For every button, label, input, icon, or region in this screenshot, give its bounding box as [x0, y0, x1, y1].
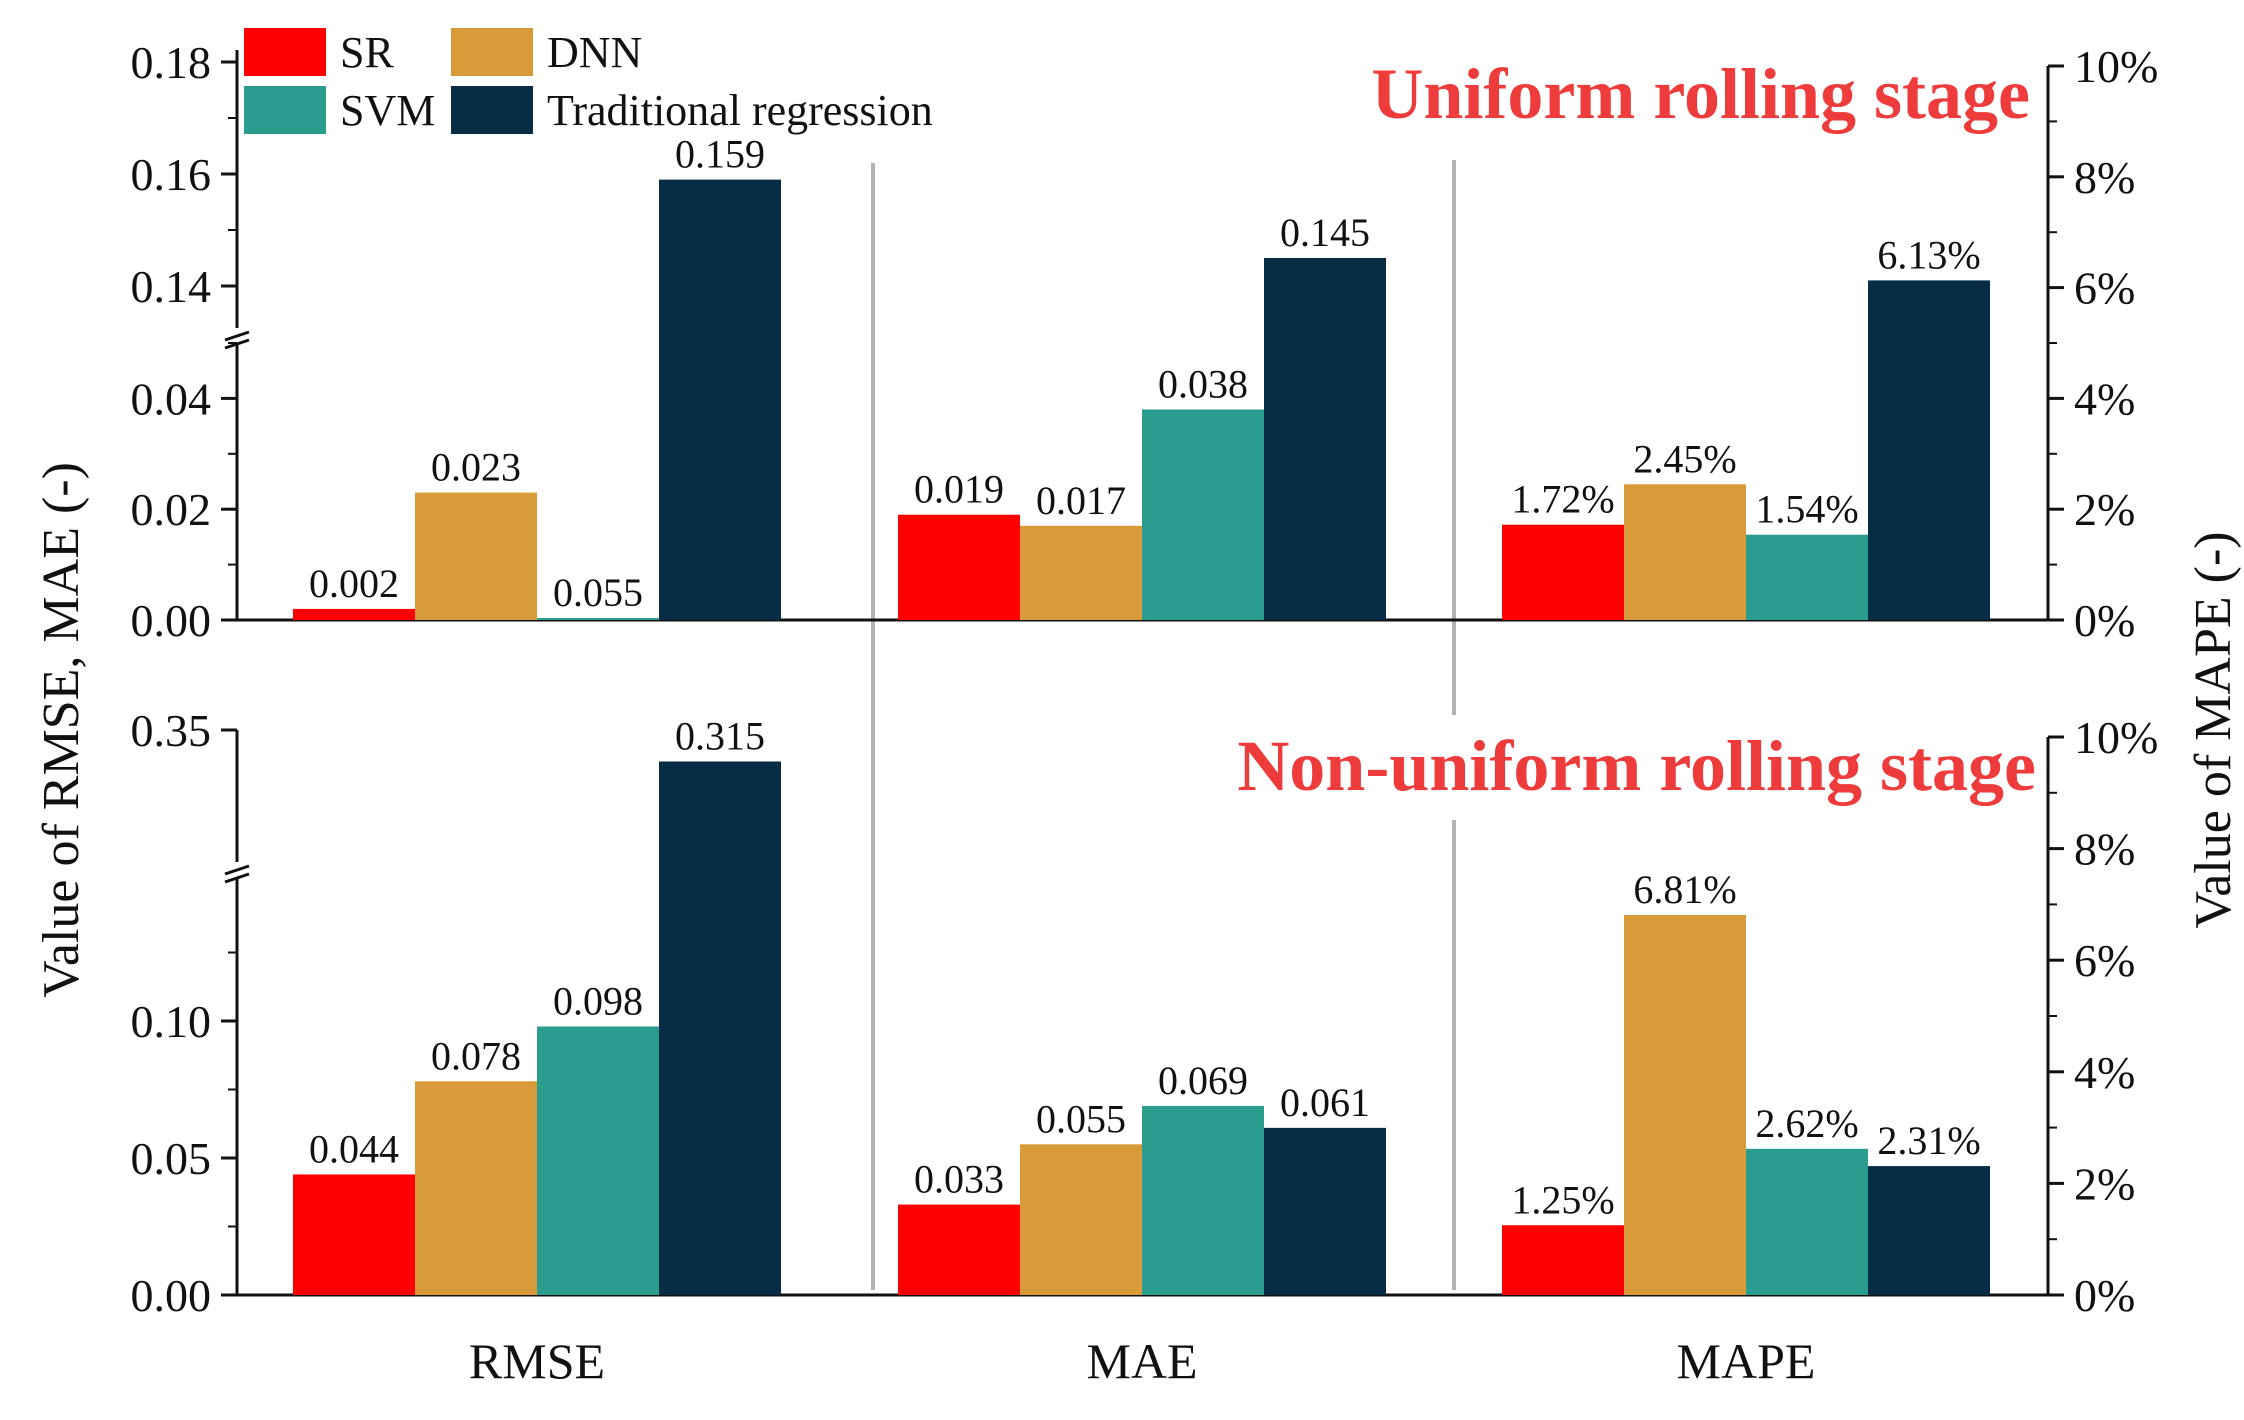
bottom-bar-rmse-0 — [293, 1174, 415, 1295]
legend-swatch-2 — [244, 86, 326, 134]
bottom-bar-rmse-3 — [659, 761, 781, 1295]
top-data-label: 0.002 — [309, 561, 399, 606]
bottom-axis-break-mark — [224, 864, 250, 884]
top-data-label: 0.145 — [1280, 210, 1370, 255]
x-category-label: MAPE — [1677, 1333, 1816, 1389]
top-left-tick-label: 0.02 — [131, 484, 212, 535]
bottom-right-tick-label: 4% — [2074, 1047, 2135, 1098]
bottom-data-label: 0.055 — [1036, 1096, 1126, 1141]
bottom-bar-mape-2 — [1746, 1148, 1868, 1295]
bottom-bar-mape-0 — [1502, 1225, 1624, 1295]
top-right-tick-label: 0% — [2074, 595, 2135, 646]
top-data-label: 0.017 — [1036, 478, 1126, 523]
bottom-bar-mae-2 — [1142, 1105, 1264, 1295]
bottom-data-label: 0.069 — [1158, 1058, 1248, 1103]
top-bar-rmse-3 — [659, 179, 781, 620]
top-left-tick-label: 0.04 — [131, 373, 212, 424]
bottom-bar-mae-0 — [898, 1204, 1020, 1295]
bottom-right-tick-label: 10% — [2074, 712, 2158, 763]
legend-label-3: Traditional regression — [547, 86, 933, 135]
top-bar-rmse-1 — [415, 492, 537, 620]
top-right-tick-label: 2% — [2074, 484, 2135, 535]
top-bar-rmse-2 — [537, 618, 659, 620]
legend-label-0: SR — [340, 28, 394, 77]
x-category-label: MAE — [1086, 1333, 1197, 1389]
top-bar-mape-0 — [1502, 524, 1624, 620]
bottom-left-tick-label: 0.05 — [131, 1133, 212, 1184]
top-bar-mape-2 — [1746, 534, 1868, 620]
x-category-label: RMSE — [469, 1333, 605, 1389]
top-left-tick-label: 0.18 — [131, 37, 212, 88]
top-data-label: 0.159 — [675, 132, 765, 177]
top-left-tick-label: 0.14 — [131, 261, 212, 312]
top-data-label: 0.055 — [553, 570, 643, 615]
top-data-label: 1.72% — [1511, 477, 1614, 522]
bottom-bar-mae-3 — [1264, 1127, 1386, 1295]
top-bar-mae-3 — [1264, 258, 1386, 620]
bottom-data-label: 6.81% — [1633, 867, 1736, 912]
top-bar-mae-1 — [1020, 525, 1142, 620]
bottom-left-tick-label: 0.10 — [131, 996, 212, 1047]
bottom-bar-mae-1 — [1020, 1144, 1142, 1295]
top-bar-mape-3 — [1868, 280, 1990, 620]
bottom-bar-mape-3 — [1868, 1166, 1990, 1295]
bottom-bar-rmse-1 — [415, 1081, 537, 1295]
bottom-data-label: 0.098 — [553, 978, 643, 1023]
right-axis-title: Value of MAPE (-) — [2185, 531, 2242, 928]
bottom-data-label: 2.62% — [1755, 1101, 1858, 1146]
top-data-label: 6.13% — [1877, 232, 1980, 277]
legend-swatch-1 — [451, 28, 533, 76]
top-left-tick-label: 0.16 — [131, 149, 212, 200]
bottom-data-label: 1.25% — [1511, 1177, 1614, 1222]
top-data-label: 2.45% — [1633, 436, 1736, 481]
top-bar-mape-1 — [1624, 484, 1746, 620]
top-right-tick-label: 4% — [2074, 373, 2135, 424]
bottom-bar-mape-1 — [1624, 915, 1746, 1295]
top-data-label: 0.019 — [914, 467, 1004, 512]
left-axis-title: Value of RMSE, MAE (-) — [33, 462, 90, 998]
bottom-data-label: 0.078 — [431, 1033, 521, 1078]
bottom-data-label: 0.061 — [1280, 1080, 1370, 1125]
top-right-tick-label: 6% — [2074, 263, 2135, 314]
top-data-label: 0.038 — [1158, 361, 1248, 406]
top-left-tick-label: 0.00 — [131, 595, 212, 646]
bottom-data-label: 0.044 — [309, 1126, 399, 1171]
legend-label-2: SVM — [340, 86, 435, 135]
top-data-label: 1.54% — [1755, 487, 1858, 532]
bottom-data-label: 0.315 — [675, 714, 765, 759]
bottom-bar-rmse-2 — [537, 1026, 659, 1295]
legend-swatch-0 — [244, 28, 326, 76]
bottom-data-label: 0.033 — [914, 1157, 1004, 1202]
top-right-tick-label: 8% — [2074, 152, 2135, 203]
legend-label-1: DNN — [547, 28, 642, 77]
bottom-stage-title: Non-uniform rolling stage — [1237, 726, 2036, 806]
top-bar-mae-2 — [1142, 409, 1264, 620]
bottom-data-label: 2.31% — [1877, 1118, 1980, 1163]
top-stage-title: Uniform rolling stage — [1371, 54, 2030, 134]
bottom-left-tick-label: 0.35 — [131, 705, 212, 756]
bottom-right-tick-label: 8% — [2074, 824, 2135, 875]
bottom-right-tick-label: 6% — [2074, 935, 2135, 986]
top-bar-rmse-0 — [293, 608, 415, 620]
top-right-tick-label: 10% — [2074, 41, 2158, 92]
top-data-label: 0.023 — [431, 445, 521, 490]
bottom-right-tick-label: 0% — [2074, 1270, 2135, 1321]
legend-swatch-3 — [451, 86, 533, 134]
bottom-right-tick-label: 2% — [2074, 1158, 2135, 1209]
bottom-left-tick-label: 0.00 — [131, 1270, 212, 1321]
top-bar-mae-0 — [898, 514, 1020, 620]
